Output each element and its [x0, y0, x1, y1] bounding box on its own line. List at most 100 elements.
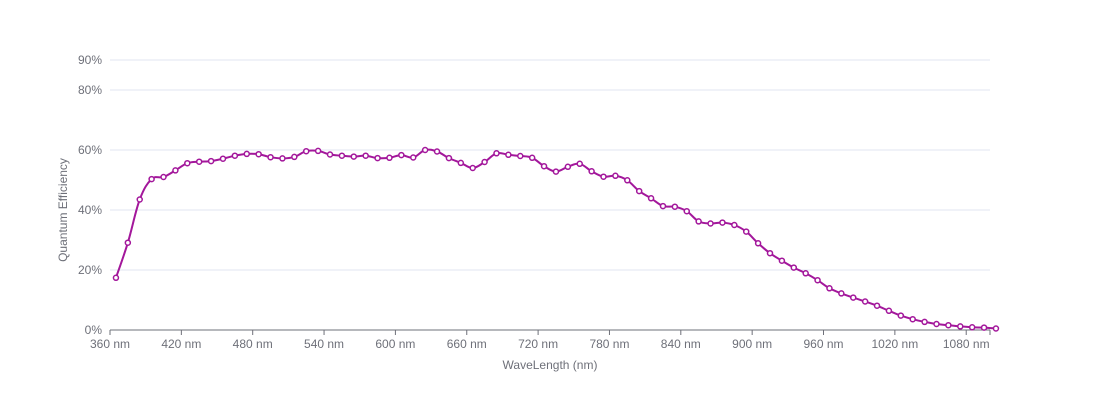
data-point	[945, 321, 952, 329]
data-point	[790, 264, 798, 271]
data-point	[386, 154, 393, 162]
x-tick-label: 420 nm	[161, 337, 201, 351]
data-point	[838, 290, 845, 297]
y-tick-label: 40%	[78, 203, 102, 217]
data-point	[231, 152, 239, 159]
data-point	[469, 164, 476, 172]
data-point	[826, 285, 833, 292]
x-tick-label: 900 nm	[732, 337, 772, 351]
y-tick-label: 20%	[78, 263, 102, 277]
data-point	[778, 257, 786, 264]
data-point	[136, 196, 143, 203]
data-point	[992, 325, 1000, 332]
data-point	[291, 153, 298, 161]
data-point	[112, 274, 120, 282]
data-point	[624, 177, 631, 184]
data-point	[160, 173, 167, 181]
data-point	[683, 207, 691, 215]
data-point	[184, 159, 191, 167]
x-tick-label: 600 nm	[375, 337, 415, 351]
data-point	[766, 249, 774, 257]
data-point	[517, 152, 524, 160]
data-point	[719, 219, 726, 226]
x-tick-label: 720 nm	[518, 337, 558, 351]
data-point	[326, 151, 334, 158]
data-point	[885, 307, 893, 315]
data-point	[564, 163, 572, 171]
y-tick-label: 80%	[78, 83, 102, 97]
grid-lines	[110, 59, 990, 271]
data-point	[695, 218, 702, 225]
data-point	[980, 324, 988, 331]
data-point	[398, 151, 405, 159]
y-tick-label: 0%	[85, 323, 103, 337]
data-point	[362, 152, 369, 159]
data-point	[207, 157, 215, 165]
x-axis-title: WaveLength (nm)	[503, 358, 598, 372]
data-point	[445, 154, 453, 162]
data-point	[314, 147, 322, 155]
data-point	[671, 203, 679, 210]
data-point	[243, 150, 251, 158]
data-point	[849, 294, 857, 301]
x-tick-label: 960 nm	[803, 337, 843, 351]
data-point	[968, 324, 976, 331]
data-point	[433, 148, 441, 155]
data-point	[921, 318, 928, 326]
x-tick-label: 540 nm	[304, 337, 344, 351]
x-tick-label: 1080 nm	[943, 337, 990, 351]
data-point	[279, 155, 286, 162]
x-tick-label: 360 nm	[90, 337, 130, 351]
x-tick-label: 840 nm	[661, 337, 701, 351]
data-point	[612, 172, 619, 180]
x-tick-label: 780 nm	[589, 337, 629, 351]
data-point	[374, 154, 381, 162]
data-point	[635, 187, 643, 195]
data-points	[112, 146, 1000, 332]
data-point	[731, 221, 738, 229]
data-point	[873, 302, 881, 309]
data-point	[505, 151, 512, 159]
y-tick-label: 60%	[78, 143, 102, 157]
data-point	[814, 276, 821, 284]
data-point	[493, 150, 500, 157]
data-point	[172, 167, 179, 174]
data-point	[588, 168, 595, 175]
data-point	[909, 315, 916, 323]
data-point	[802, 270, 809, 277]
data-point	[195, 158, 203, 165]
data-point	[457, 159, 465, 167]
y-axis-title: Quantum Efficiency	[56, 158, 70, 262]
x-tick-label: 480 nm	[233, 337, 273, 351]
data-point	[409, 154, 417, 161]
data-point	[647, 195, 655, 202]
data-point	[255, 150, 262, 158]
data-point	[707, 220, 714, 227]
x-axis	[109, 329, 991, 335]
data-point	[124, 239, 132, 246]
y-tick-label: 90%	[78, 53, 102, 67]
data-point	[421, 146, 429, 154]
data-point	[957, 323, 964, 330]
data-point	[540, 162, 548, 170]
data-point	[861, 298, 869, 305]
data-point	[148, 175, 155, 183]
data-point	[754, 240, 762, 247]
data-point	[600, 173, 607, 180]
data-point	[933, 320, 940, 328]
data-point	[481, 158, 488, 166]
data-point	[338, 152, 346, 159]
data-point	[659, 202, 667, 210]
data-point	[897, 312, 905, 319]
data-point	[576, 160, 583, 168]
data-point	[302, 147, 310, 155]
y-axis-tick-labels: 0% 20% 40% 60% 80% 90%	[78, 53, 102, 337]
x-axis-tick-labels: 360 nm 420 nm 480 nm 540 nm 600 nm 660 nm 720 …	[90, 337, 990, 351]
data-point	[528, 154, 536, 162]
data-point	[267, 153, 274, 161]
data-point	[350, 153, 358, 160]
x-tick-label: 660 nm	[447, 337, 487, 351]
data-point	[219, 155, 227, 162]
data-point	[742, 228, 750, 235]
